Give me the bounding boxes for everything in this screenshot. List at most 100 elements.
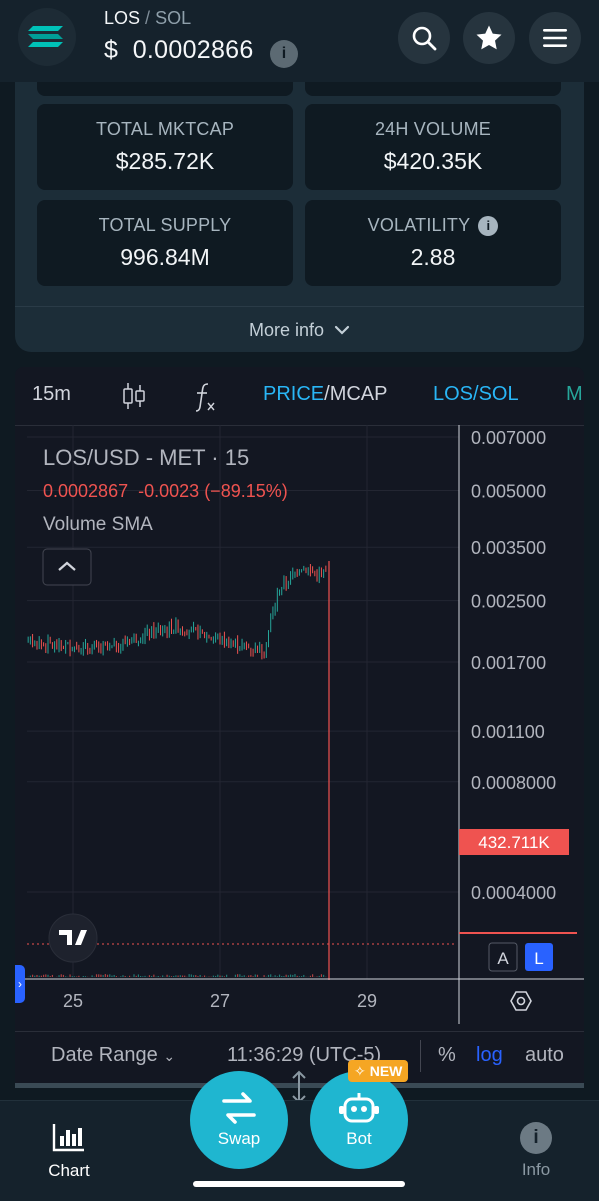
new-badge-label: NEW [369, 1063, 403, 1079]
tradingview-icon [59, 930, 87, 945]
last-value: 0.0002867 [43, 481, 129, 501]
settings-icon[interactable] [510, 991, 532, 1011]
y-tick-label: 0.005000 [471, 481, 546, 501]
percent-scale-toggle[interactable]: % [438, 1044, 456, 1066]
price-candles [27, 564, 327, 660]
x-tick-label: 27 [210, 991, 230, 1011]
price-chart[interactable]: 0.007000 0.005000 0.003500 0.002500 0.001700… [15, 425, 584, 1087]
robot-icon [339, 1093, 379, 1123]
new-badge: ✧ NEW [348, 1060, 409, 1082]
solana-logo-icon [28, 26, 63, 47]
scale-log-button[interactable] [525, 943, 553, 971]
pair-base: LOS [104, 8, 141, 28]
pair-separator: / [145, 8, 151, 28]
chevron-up-icon [58, 561, 76, 571]
more-info-label: More info [248, 319, 325, 340]
y-tick-label: 0.003500 [471, 538, 546, 558]
auto-scale-toggle[interactable]: auto [525, 1044, 564, 1066]
price-info-icon[interactable]: i [270, 40, 298, 68]
chevron-down-icon: ⌄ [163, 1048, 176, 1064]
change-percent: (−89.15%) [204, 481, 288, 501]
candles-icon[interactable] [122, 381, 146, 411]
y-tick-label: 0.0008000 [471, 773, 556, 793]
scale-log-label: L [534, 949, 543, 968]
bot-button[interactable]: Bot [310, 1071, 408, 1169]
chart-footer: Date Range ⌄ 11:36:29 (UTC-5) % log auto [15, 1031, 584, 1082]
change-value: -0.0023 [138, 481, 200, 501]
sparkle-icon: ✧ [354, 1062, 366, 1079]
search-button[interactable] [398, 12, 450, 64]
token-logo [18, 8, 76, 66]
collapse-legend-button[interactable] [42, 548, 92, 586]
stat-card-partial [37, 82, 293, 96]
resize-handle-icon[interactable] [289, 1070, 309, 1104]
y-axis-labels: 0.007000 0.005000 0.003500 0.002500 0.001700… [471, 428, 556, 903]
swap-button[interactable]: Swap [190, 1071, 288, 1169]
pair-toggle[interactable]: LOS/SOL [433, 383, 519, 405]
stat-total-supply: TOTAL SUPPLY 996.84M [37, 200, 293, 286]
x-tick-label: 29 [357, 991, 377, 1011]
stat-total-mktcap: TOTAL MKTCAP $285.72K [37, 104, 293, 190]
date-range-button[interactable]: Date Range ⌄ [51, 1044, 175, 1067]
chevron-down-icon [334, 325, 350, 335]
more-info-button[interactable]: More info [15, 306, 584, 353]
bot-label: Bot [346, 1129, 372, 1148]
nav-chart[interactable]: Chart [40, 1122, 98, 1181]
price-value: 0.0002866 [132, 36, 254, 64]
nav-chart-label: Chart [48, 1161, 90, 1180]
chart-change-line: 0.0002867 -0.0023 (−89.15%) [43, 481, 288, 502]
stat-label: VOLATILITY [367, 215, 471, 235]
indicators-icon[interactable] [192, 381, 218, 413]
scale-auto-label: A [497, 949, 509, 968]
home-indicator [193, 1181, 405, 1187]
toggle-price: PRICE [263, 383, 325, 405]
pair-label: LOS / SOL [104, 8, 191, 29]
favorite-button[interactable] [463, 12, 515, 64]
stat-value: $285.72K [115, 148, 215, 174]
date-range-label: Date Range [51, 1044, 158, 1066]
y-tick-label: 0.001700 [471, 653, 546, 673]
scale-auto-button[interactable] [488, 942, 518, 972]
bar-chart-icon [52, 1124, 84, 1152]
toggle-slash: / [324, 383, 330, 405]
nav-info[interactable]: i Info [510, 1122, 562, 1180]
swap-label: Swap [217, 1129, 261, 1148]
info-icon: i [520, 1122, 552, 1154]
stat-card-partial [305, 82, 561, 96]
log-scale-toggle[interactable]: log [476, 1044, 503, 1066]
stat-value: 2.88 [410, 244, 456, 270]
tradingview-logo[interactable] [48, 913, 98, 963]
pair-quote: SOL [155, 8, 192, 28]
stat-24h-volume: 24H VOLUME $420.35K [305, 104, 561, 190]
stat-volatility: VOLATILITY i 2.88 [305, 200, 561, 286]
stat-label: TOTAL SUPPLY [98, 215, 232, 235]
drawing-toolbar-toggle[interactable]: › [15, 965, 25, 1003]
price-mcap-toggle[interactable]: PRICE/MCAP [263, 383, 387, 406]
x-axis-labels: 25 27 29 [63, 991, 377, 1011]
interval-selector[interactable]: 15m [32, 383, 71, 405]
footer-divider [420, 1040, 421, 1072]
toolbar-overflow-item[interactable]: M [566, 383, 583, 405]
stat-value: 996.84M [120, 244, 210, 270]
chart-title: LOS/USD - MET · 15 [43, 445, 250, 470]
toggle-mcap: MCAP [329, 383, 388, 405]
menu-button[interactable] [529, 12, 581, 64]
volatility-info-icon[interactable]: i [478, 215, 499, 236]
price-display: $ 0.0002866 [104, 36, 254, 65]
timezone-clock[interactable]: 11:36:29 (UTC-5) [227, 1044, 382, 1066]
volume-badge [459, 829, 569, 855]
swap-icon [222, 1092, 256, 1124]
star-icon [476, 25, 502, 50]
chart-grid [27, 425, 459, 979]
volume-bars [27, 974, 327, 977]
price-symbol: $ [104, 36, 119, 64]
indicator-label: Volume SMA [43, 514, 153, 535]
chart-panel: 15m PRICE/MCAP LOS/SOL M 0.007000 0.00500… [15, 367, 584, 1087]
stat-label: 24H VOLUME [374, 119, 492, 139]
y-tick-label: 0.001100 [471, 722, 545, 742]
stat-label: TOTAL MKTCAP [95, 119, 235, 139]
stat-value: $420.35K [383, 148, 483, 174]
nav-info-label: Info [521, 1160, 551, 1179]
chart-toolbar: 15m PRICE/MCAP LOS/SOL M [15, 367, 584, 426]
y-tick-label: 0.007000 [471, 428, 546, 448]
